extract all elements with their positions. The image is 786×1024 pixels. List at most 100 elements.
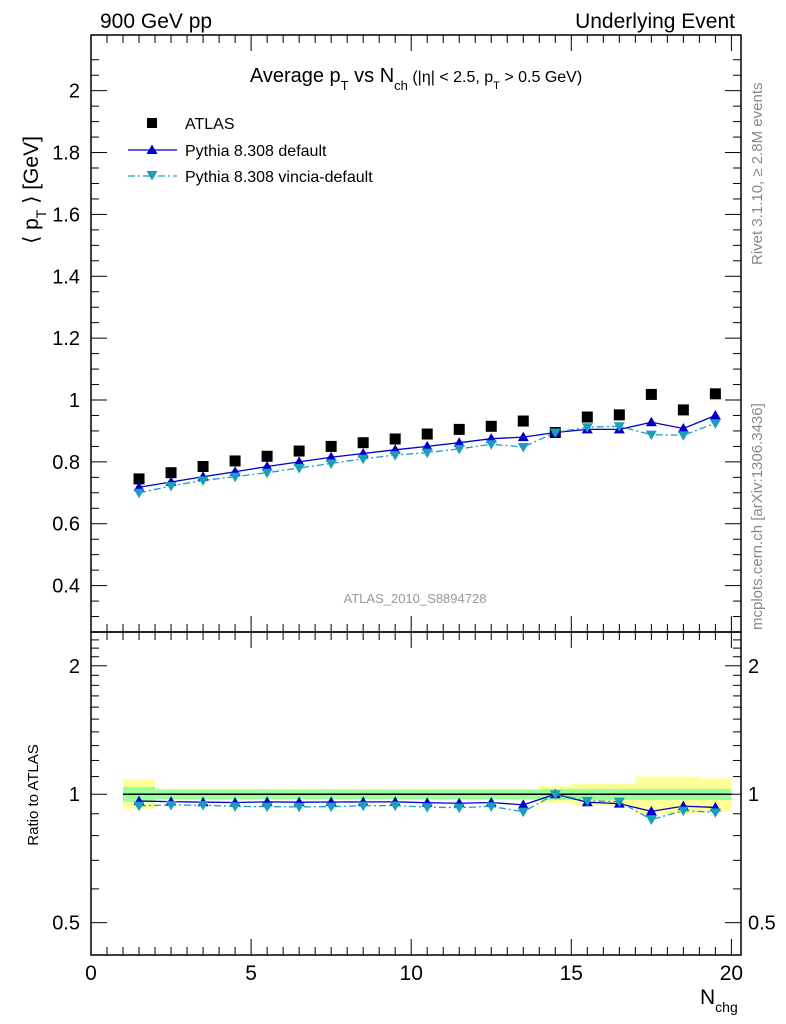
marker-vincia bbox=[549, 428, 561, 438]
ratio-marker-vincia bbox=[581, 796, 593, 807]
legend-label-default: Pythia 8.308 default bbox=[185, 143, 327, 160]
legend-marker-default bbox=[146, 144, 158, 154]
ratio-marker-vincia bbox=[485, 802, 497, 812]
ratio-marker-vincia bbox=[293, 802, 305, 813]
data-point-atlas bbox=[485, 420, 497, 432]
data-point-atlas bbox=[709, 388, 721, 400]
marker-default bbox=[325, 451, 337, 462]
ratio-tick-label: 2 bbox=[69, 656, 80, 678]
marker-vincia bbox=[325, 459, 337, 469]
x-tick-label: 0 bbox=[85, 962, 97, 985]
marker-vincia bbox=[389, 451, 401, 461]
header-left: 900 GeV pp bbox=[100, 10, 212, 33]
marker-default bbox=[645, 416, 657, 427]
x-axis-label: Nchg bbox=[700, 986, 738, 1015]
legend: ATLAS Pythia 8.308 default Pythia 8.308 … bbox=[128, 116, 373, 186]
ratio-plot: 0.5 0.5 1 1 2 2 Ratio to ATLAS 0 5 10 15 20 Nchg bbox=[25, 631, 776, 1015]
data-point-atlas bbox=[581, 411, 593, 423]
analysis-tag: ATLAS_2010_S8894728 bbox=[344, 591, 487, 606]
marker-default bbox=[261, 461, 273, 471]
ratio-marker-vincia bbox=[613, 797, 625, 808]
ratio-tick-label: 1 bbox=[748, 784, 759, 806]
data-point-atlas bbox=[453, 423, 465, 435]
x-tick-label: 20 bbox=[720, 962, 743, 985]
marker-vincia bbox=[261, 468, 273, 479]
rivet-label: Rivet 3.1.10, ≥ 2.8M events bbox=[749, 83, 766, 266]
legend-item-default: Pythia 8.308 default bbox=[128, 143, 327, 160]
marker-vincia bbox=[517, 443, 529, 453]
ratio-tick-label: 1 bbox=[69, 784, 80, 806]
y-tick-label: 1 bbox=[69, 390, 80, 412]
data-point-atlas bbox=[389, 433, 401, 445]
data-point-atlas bbox=[325, 440, 337, 452]
marker-vincia bbox=[613, 422, 625, 432]
marker-vincia bbox=[581, 423, 593, 433]
data-point-atlas bbox=[357, 437, 369, 449]
ratio-marker-vincia bbox=[229, 802, 241, 812]
marker-vincia bbox=[293, 464, 305, 474]
marker-default bbox=[421, 440, 433, 451]
ratio-marker-vincia bbox=[165, 800, 177, 811]
ratio-marker-vincia bbox=[357, 801, 369, 812]
ratio-marker-vincia bbox=[133, 801, 145, 812]
y-axis-label: ⟨ pT ⟩ [GeV] bbox=[20, 136, 49, 244]
data-point-atlas bbox=[677, 404, 689, 416]
data-point-atlas bbox=[165, 467, 177, 479]
data-point-atlas bbox=[133, 473, 145, 485]
header-right: Underlying Event bbox=[575, 10, 735, 33]
marker-default bbox=[293, 456, 305, 466]
ratio-plot-frame bbox=[90, 631, 742, 956]
ratio-tick-label: 2 bbox=[748, 656, 759, 678]
marker-vincia bbox=[645, 430, 657, 441]
data-point-atlas bbox=[613, 409, 625, 421]
y-tick-label: 0.4 bbox=[52, 576, 80, 598]
x-tick-label: 15 bbox=[560, 962, 583, 985]
ratio-y-axis-label: Ratio to ATLAS bbox=[25, 744, 42, 845]
y-tick-label: 0.6 bbox=[52, 514, 80, 536]
plot-title: Average pT vs Nch (|η| < 2.5, pT > 0.5 G… bbox=[250, 65, 582, 93]
marker-vincia bbox=[197, 476, 209, 486]
ratio-tick-label: 0.5 bbox=[748, 913, 776, 935]
ratio-marker-vincia bbox=[325, 802, 337, 813]
y-tick-label: 1.6 bbox=[52, 204, 80, 226]
ratio-marker-vincia bbox=[677, 806, 689, 817]
data-point-atlas bbox=[645, 388, 657, 400]
marker-vincia bbox=[709, 419, 721, 429]
data-point-atlas bbox=[517, 415, 529, 427]
ratio-marker-vincia bbox=[453, 803, 465, 814]
marker-default bbox=[677, 422, 689, 433]
marker-vincia bbox=[133, 488, 145, 499]
y-tick-label: 2 bbox=[69, 81, 80, 103]
data-point-atlas bbox=[229, 455, 241, 467]
legend-marker-atlas bbox=[147, 118, 157, 128]
y-tick-label: 0.8 bbox=[52, 452, 80, 474]
marker-default bbox=[453, 437, 465, 447]
ratio-marker-vincia bbox=[389, 801, 401, 812]
x-tick-label: 10 bbox=[400, 962, 423, 985]
data-point-atlas bbox=[261, 450, 273, 462]
title-text: Average p bbox=[250, 65, 341, 87]
marker-vincia bbox=[421, 448, 433, 459]
marker-default bbox=[517, 431, 529, 442]
mcplots-label: mcplots.cern.ch [arXiv:1306.3436] bbox=[749, 403, 766, 630]
marker-vincia bbox=[677, 431, 689, 441]
ratio-marker-vincia bbox=[421, 803, 433, 813]
marker-vincia bbox=[485, 440, 497, 450]
ratio-marker-vincia bbox=[261, 802, 273, 813]
legend-label-vincia: Pythia 8.308 vincia-default bbox=[185, 169, 373, 186]
y-tick-label: 1.4 bbox=[52, 266, 80, 288]
main-plot: 0.4 0.6 0.8 1 1.2 1.4 1.6 1.8 2 Average pT vs Nc… bbox=[20, 34, 742, 633]
legend-item-vincia: Pythia 8.308 vincia-default bbox=[128, 169, 373, 186]
legend-marker-vincia bbox=[146, 171, 158, 181]
marker-default bbox=[709, 409, 721, 420]
ratio-marker-vincia bbox=[709, 808, 721, 818]
ratio-tick-label: 0.5 bbox=[52, 913, 80, 935]
y-tick-label: 1.8 bbox=[52, 143, 80, 165]
marker-vincia bbox=[165, 481, 177, 492]
data-point-atlas bbox=[293, 445, 305, 457]
marker-vincia bbox=[453, 444, 465, 455]
marker-vincia bbox=[357, 454, 369, 465]
legend-label-atlas: ATLAS bbox=[185, 116, 235, 133]
ratio-marker-vincia bbox=[197, 801, 209, 811]
